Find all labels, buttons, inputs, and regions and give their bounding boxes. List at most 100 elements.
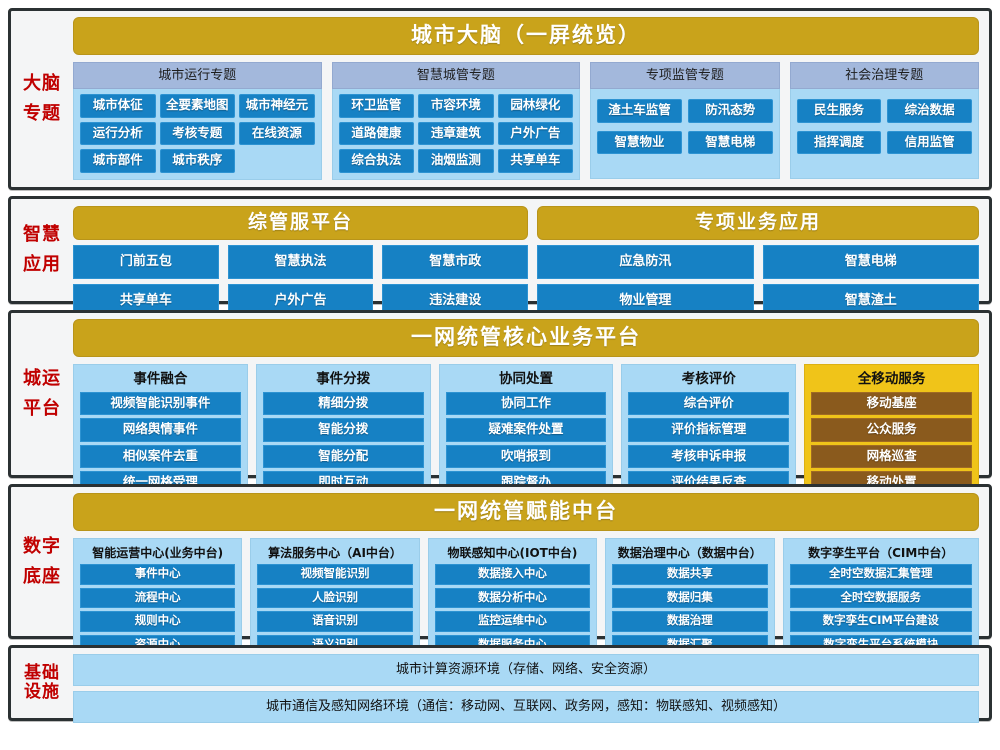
brain-column-head: 社会治理专题: [789, 62, 979, 89]
brain-chip[interactable]: 智慧物业: [597, 130, 682, 154]
base-item[interactable]: 数据归集: [612, 587, 768, 608]
section-infrastructure: 基础 设施 城市计算资源环境（存储、网络、安全资源） 城市通信及感知网络环境（通…: [8, 645, 992, 723]
base-item[interactable]: 数据接入中心: [434, 564, 591, 585]
core-panel-items: 精细分拨 智能分拨 智能分配 即时互动: [262, 391, 424, 495]
core-item[interactable]: 智能分配: [262, 444, 424, 468]
brain-banner: 城市大脑（一屏统览）: [73, 17, 979, 55]
base-item[interactable]: 流程中心: [80, 587, 236, 608]
core-item[interactable]: 精细分拨: [262, 391, 424, 415]
brain-column-head: 智慧城管专题: [331, 62, 581, 89]
brain-chip[interactable]: 渣土车监管: [597, 99, 682, 123]
brain-chip[interactable]: 智慧电梯: [687, 130, 773, 154]
brain-chip[interactable]: 户外广告: [497, 121, 574, 145]
brain-chip[interactable]: 在线资源: [239, 121, 315, 145]
base-column-intelligent-operation-center: 智能运营中心(业务中台) 事件中心 流程中心 规则中心 资源中心: [73, 538, 243, 659]
core-panel-title: 事件融合: [133, 371, 188, 387]
base-item[interactable]: 全时空数据服务: [789, 587, 972, 608]
section-core-label: 城运 平台: [11, 313, 73, 475]
brain-chip[interactable]: 共享单车: [497, 149, 574, 173]
brain-chip[interactable]: 道路健康: [338, 121, 415, 145]
section-digital-base: 数字 底座 一网统管赋能中台 智能运营中心(业务中台) 事件中心 流程中心 规则…: [8, 484, 992, 659]
base-item[interactable]: 数据分析中心: [434, 587, 591, 608]
brain-chip[interactable]: 城市秩序: [159, 149, 236, 173]
section-core-label-line1: 城运: [23, 368, 61, 389]
core-item[interactable]: 综合评价: [628, 391, 790, 415]
base-panel-items: 数据接入中心 数据分析中心 监控运维中心 数据服务中心: [434, 564, 591, 655]
core-item[interactable]: 公众服务: [811, 418, 972, 442]
brain-column-items: 环卫监管 市容环境 园林绿化 道路健康 违章建筑 户外广告 综合执法 油烟监测 …: [331, 89, 581, 180]
core-item[interactable]: 吹哨报到: [445, 444, 607, 468]
brain-chip[interactable]: 城市体征: [80, 94, 156, 118]
brain-chip[interactable]: 违章建筑: [418, 121, 494, 145]
apps-group-tiles: 应急防汛 智慧电梯 物业管理 智慧渣土: [537, 245, 979, 318]
core-item[interactable]: 网格巡查: [811, 444, 972, 468]
base-item[interactable]: 数字孪生CIM平台建设: [789, 611, 972, 632]
base-column-data-governance-center: 数据治理中心（数据中台） 数据共享 数据归集 数据治理 数据汇聚: [605, 538, 775, 659]
core-item[interactable]: 相似案件去重: [80, 444, 241, 468]
section-brain-label-line1: 大脑: [23, 73, 61, 94]
base-item[interactable]: 人脸识别: [257, 587, 413, 608]
app-tile[interactable]: 门前五包: [73, 245, 219, 279]
core-item[interactable]: 疑难案件处置: [445, 418, 607, 442]
app-tile[interactable]: 应急防汛: [537, 245, 754, 279]
app-tile[interactable]: 智慧电梯: [762, 245, 979, 279]
core-panel: 事件融合 视频智能识别事件 网络舆情事件 相似案件去重 统一网格受理 .....…: [73, 364, 248, 513]
infra-row-compute[interactable]: 城市计算资源环境（存储、网络、安全资源）: [73, 654, 979, 686]
brain-chip[interactable]: 民生服务: [796, 99, 882, 123]
brain-chip[interactable]: 油烟监测: [418, 149, 494, 173]
brain-chip[interactable]: 运行分析: [80, 121, 156, 145]
brain-chip[interactable]: 信用监管: [887, 130, 972, 154]
base-item[interactable]: 数据共享: [612, 564, 768, 585]
app-tile[interactable]: 智慧市政: [382, 245, 529, 279]
section-apps-label: 智慧 应用: [11, 199, 73, 301]
apps-group-tiles: 门前五包 智慧执法 智慧市政 共享单车 户外广告 违法建设: [73, 245, 529, 318]
brain-chip[interactable]: 考核专题: [159, 121, 236, 145]
core-item[interactable]: 考核申诉申报: [628, 444, 790, 468]
brain-column-items: 民生服务 综治数据 指挥调度 信用监管: [789, 89, 979, 179]
core-panel-items: 综合评价 评价指标管理 考核申诉申报 评价结果反查: [628, 391, 790, 495]
brain-column-smart-urban-management: 智慧城管专题 环卫监管 市容环境 园林绿化 道路健康 违章建筑 户外广告 综合执…: [331, 62, 581, 180]
base-item[interactable]: 事件中心: [80, 564, 236, 585]
core-panel-items: 协同工作 疑难案件处置 吹哨报到 跟踪督办: [445, 391, 607, 495]
core-banner: 一网统管核心业务平台: [73, 319, 979, 357]
brain-chip[interactable]: 环卫监管: [338, 94, 415, 118]
brain-chip[interactable]: 城市神经元: [239, 94, 315, 118]
app-tile[interactable]: 智慧执法: [227, 245, 374, 279]
brain-chip[interactable]: 全要素地图: [159, 94, 236, 118]
brain-column-items: 渣土车监管 防汛态势 智慧物业 智慧电梯: [590, 89, 780, 179]
base-panel-title: 算法服务中心（AI中台）: [268, 546, 402, 560]
section-infra-label-line2: 设施: [24, 682, 60, 702]
base-panel: 算法服务中心（AI中台） 视频智能识别 人脸识别 语音识别 语义识别: [250, 538, 420, 659]
infra-row-network[interactable]: 城市通信及感知网络环境（通信：移动网、互联网、政务网，感知：物联感知、视频感知）: [73, 691, 979, 723]
brain-chip[interactable]: 城市部件: [80, 149, 156, 173]
base-item[interactable]: 全时空数据汇集管理: [789, 564, 972, 585]
base-panel-items: 视频智能识别 人脸识别 语音识别 语义识别: [257, 564, 413, 655]
base-item[interactable]: 监控运维中心: [434, 611, 591, 632]
core-item[interactable]: 评价指标管理: [628, 418, 790, 442]
base-panel-title: 数据治理中心（数据中台）: [617, 546, 762, 560]
brain-chip[interactable]: 综合执法: [338, 149, 415, 173]
brain-chip[interactable]: 园林绿化: [497, 94, 574, 118]
section-core-body: 一网统管核心业务平台 事件融合 视频智能识别事件 网络舆情事件 相似案件去重 统…: [73, 313, 989, 513]
base-panel: 物联感知中心(IOT中台) 数据接入中心 数据分析中心 监控运维中心 数据服务中…: [427, 538, 598, 659]
section-base-label: 数字 底座: [11, 487, 73, 636]
core-item[interactable]: 智能分拨: [262, 418, 424, 442]
brain-chip[interactable]: 市容环境: [418, 94, 494, 118]
section-apps-body: 综管服平台 门前五包 智慧执法 智慧市政 共享单车 户外广告 违法建设: [73, 199, 989, 318]
apps-group-special-business: 专项业务应用 应急防汛 智慧电梯 物业管理 智慧渣土: [537, 206, 979, 318]
brain-chip[interactable]: 防汛态势: [687, 99, 773, 123]
core-item[interactable]: 协同工作: [445, 391, 607, 415]
base-panel: 数字孪生平台（CIM中台） 全时空数据汇集管理 全时空数据服务 数字孪生CIM平…: [782, 538, 979, 659]
core-item[interactable]: 视频智能识别事件: [80, 391, 241, 415]
brain-chip[interactable]: 综治数据: [887, 99, 972, 123]
core-item[interactable]: 网络舆情事件: [80, 418, 241, 442]
base-item[interactable]: 规则中心: [80, 611, 236, 632]
base-item[interactable]: 视频智能识别: [257, 564, 413, 585]
base-panel-title: 物联感知中心(IOT中台): [447, 546, 578, 560]
core-column-event-fusion: 事件融合 视频智能识别事件 网络舆情事件 相似案件去重 统一网格受理 .....…: [73, 364, 248, 513]
core-item[interactable]: 移动基座: [811, 391, 972, 415]
base-column-digital-twin-platform: 数字孪生平台（CIM中台） 全时空数据汇集管理 全时空数据服务 数字孪生CIM平…: [782, 538, 979, 659]
base-item[interactable]: 语音识别: [257, 611, 413, 632]
brain-chip[interactable]: 指挥调度: [796, 130, 882, 154]
base-item[interactable]: 数据治理: [612, 611, 768, 632]
